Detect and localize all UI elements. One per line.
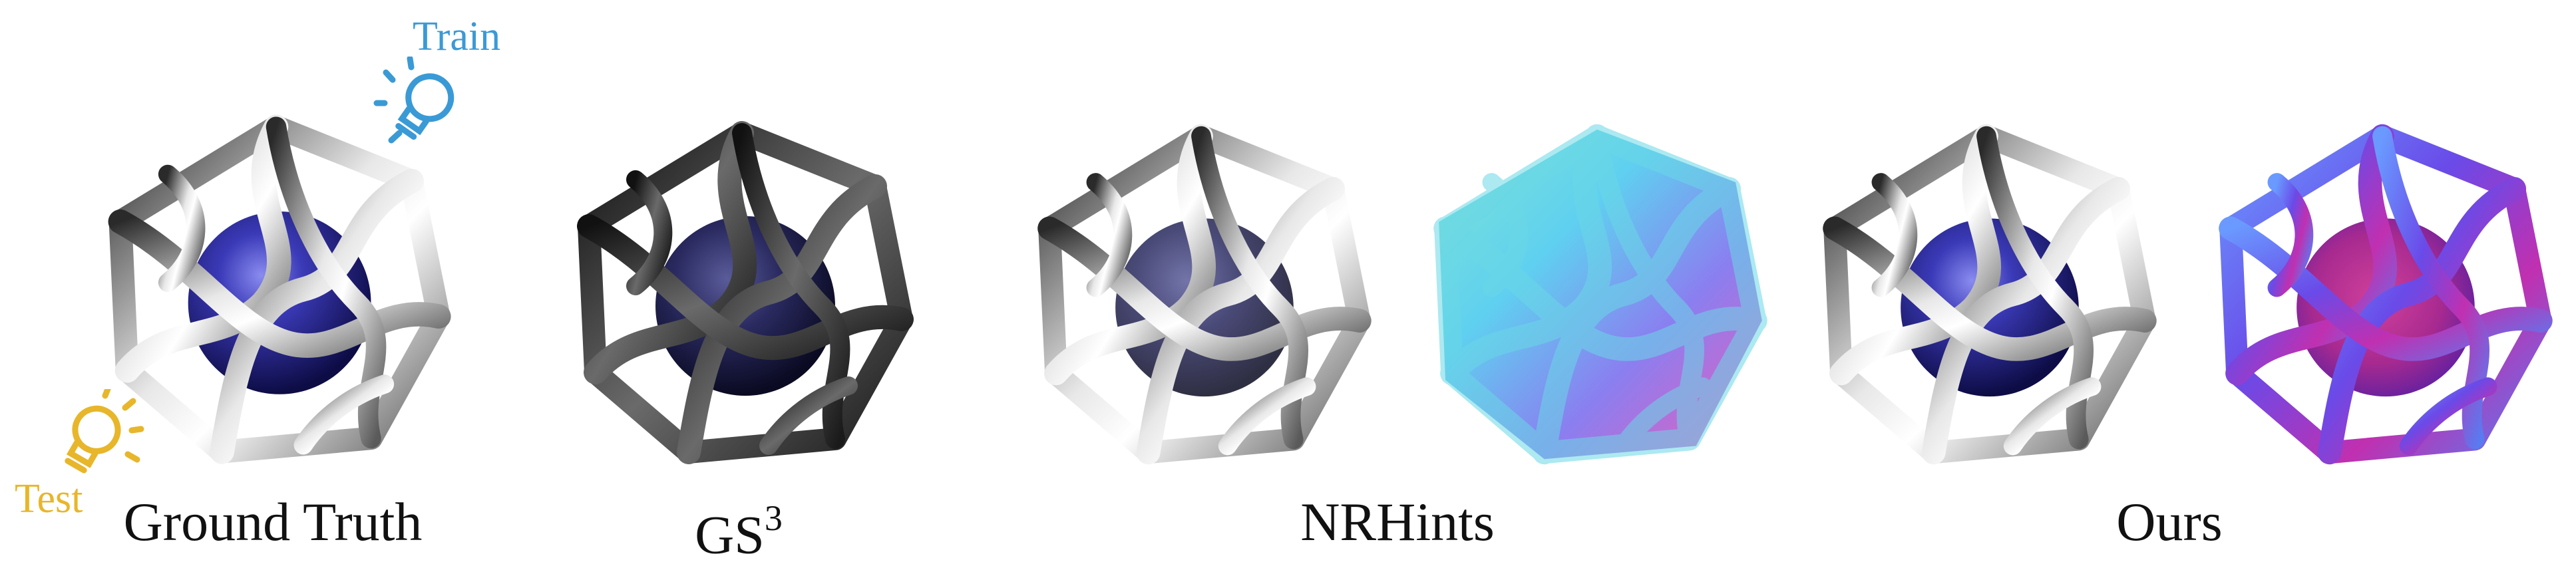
- caption-ground-truth: Ground Truth: [123, 492, 423, 552]
- caption-nrhints: NRHints: [1300, 492, 1495, 552]
- ours-render: [1800, 110, 2173, 479]
- test-light-label: Test: [15, 476, 83, 521]
- gs3-render: [556, 106, 928, 479]
- caption-gs3-superscript: 3: [764, 498, 783, 538]
- ground-truth-render: [87, 100, 466, 479]
- caption-ours: Ours: [2116, 492, 2223, 552]
- ours-normal-map: [2196, 110, 2569, 479]
- train-light-label: Train: [413, 14, 501, 59]
- lightbulb-icon: [373, 55, 472, 150]
- nrhints-render: [1015, 110, 1387, 479]
- lightbulb-icon: [47, 386, 146, 482]
- caption-gs3-base: GS: [695, 504, 765, 565]
- nrhints-normal-map: [1411, 110, 1783, 479]
- caption-gs3: GS3: [639, 489, 838, 565]
